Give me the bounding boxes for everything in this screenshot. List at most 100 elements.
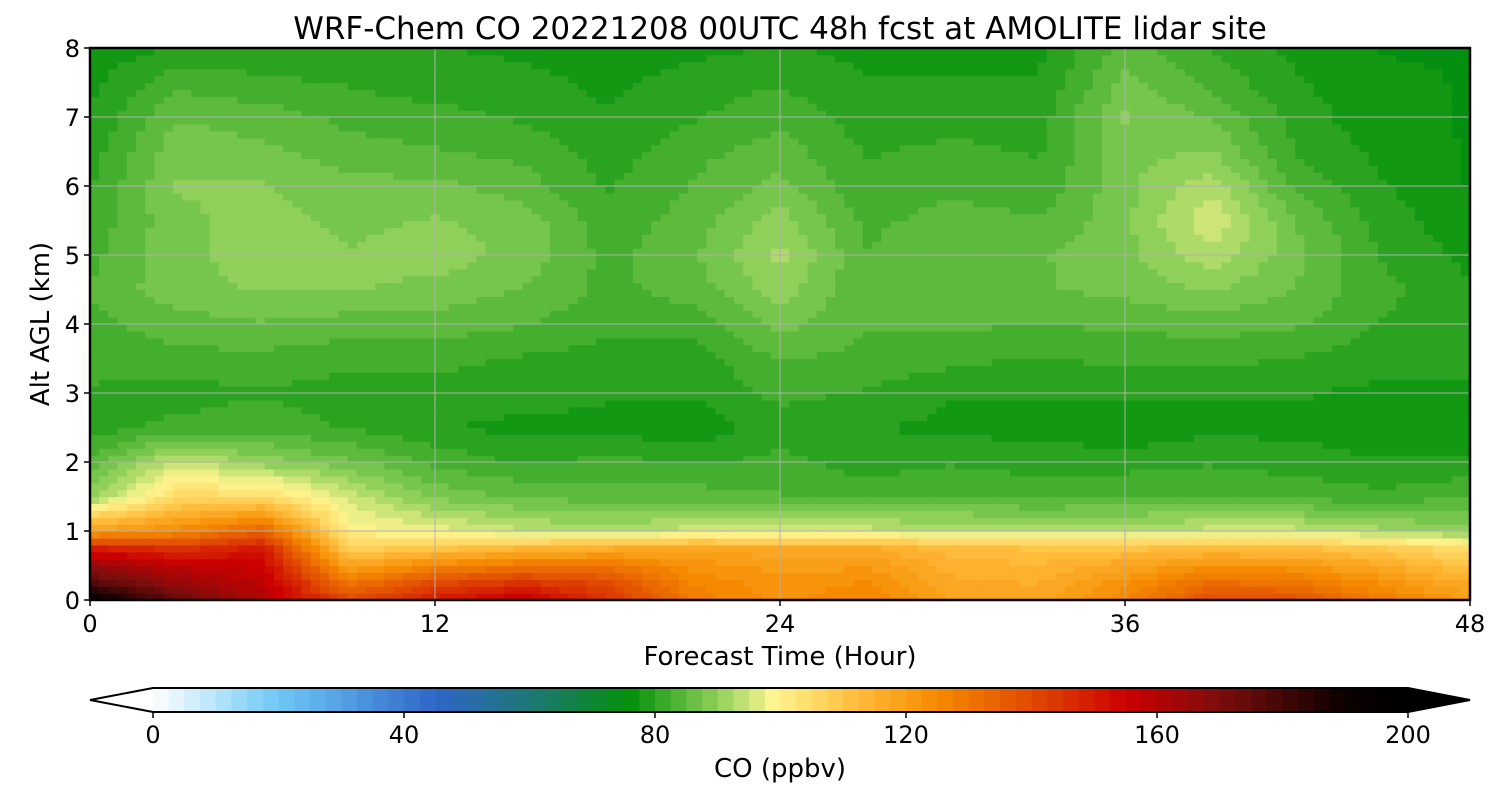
contour-cell [835,537,845,546]
contour-cell [853,558,864,567]
contour-cell [1175,455,1186,463]
contour-cell [853,372,864,380]
contour-cell [1249,427,1259,435]
contour-cell [1396,399,1407,408]
contour-cell [1442,455,1453,463]
contour-cell [1157,399,1167,408]
contour-cell [945,489,956,498]
contour-cell [274,455,284,463]
contour-cell [826,510,836,518]
contour-cell [1037,537,1048,546]
contour-cell [1350,496,1361,504]
contour-cell [1166,482,1177,491]
contour-cell [494,517,505,525]
contour-cell [982,468,993,477]
contour-cell [1433,517,1443,525]
contour-cell [1460,537,1470,546]
contour-cell [375,496,385,504]
contour-cell [1102,496,1112,504]
contour-cell [513,489,523,498]
contour-cell [807,475,818,484]
contour-cell [218,399,229,408]
contour-cell [209,579,220,587]
contour-cell [1387,406,1397,415]
contour-cell [816,544,827,553]
contour-cell [402,365,413,373]
contour-cell [310,558,321,567]
contour-cell [1028,496,1039,504]
contour-cell [218,586,229,594]
contour-cell [439,593,450,600]
contour-cell [1442,372,1453,380]
contour-cell [1083,420,1094,429]
contour-cell [660,475,671,484]
contour-cell [1405,586,1416,594]
contour-cell [494,558,505,567]
contour-cell [688,427,698,435]
contour-cell [844,531,855,539]
contour-cell [605,441,615,449]
contour-cell [1332,551,1342,560]
contour-cell [1092,468,1103,477]
contour-cell [826,503,836,511]
contour-cell [1056,537,1066,546]
contour-cell [862,593,873,600]
contour-cell [1019,544,1029,553]
contour-cell [172,441,183,449]
contour-cell [356,558,367,567]
contour-cell [642,503,652,511]
contour-cell [1129,510,1140,518]
contour-cell [1056,462,1066,470]
contour-cell [706,468,717,477]
contour-cell [1083,517,1094,525]
contour-cell [1148,468,1158,477]
contour-cell [1230,455,1241,463]
contour-cell [145,427,155,435]
contour-cell [789,475,799,484]
contour-cell [770,420,781,429]
contour-cell [1313,386,1324,394]
contour-cell [688,586,698,594]
contour-cell [844,586,855,594]
contour-cell [126,475,137,484]
contour-cell [1304,475,1315,484]
contour-cell [1102,510,1112,518]
contour-cell [678,448,689,456]
contour-cell [1414,448,1425,456]
contour-cell [899,517,910,525]
contour-cell [375,537,385,546]
contour-cell [1028,517,1039,525]
contour-cell [669,386,680,394]
contour-cell [835,531,845,539]
contour-cell [145,496,155,504]
contour-cell [320,586,330,594]
contour-cell [1129,558,1140,567]
contour-cell [301,517,312,525]
contour-cell [301,434,312,442]
contour-cell [568,503,579,511]
contour-cell [1332,468,1342,477]
contour-cell [1083,434,1094,442]
contour-cell [393,393,404,401]
contour-cell [1194,551,1204,560]
contour-cell [1433,537,1443,546]
contour-cell [1083,455,1094,463]
contour-cell [1332,558,1342,567]
contour-cell [862,393,873,401]
contour-cell [1083,468,1094,477]
contour-cell [770,489,781,498]
contour-cell [1028,399,1039,408]
contour-cell [1083,593,1094,600]
contour-cell [338,468,349,477]
contour-cell [1313,468,1324,477]
contour-cell [780,517,790,525]
contour-cell [338,510,349,518]
contour-cell [1074,565,1085,573]
contour-cell [1221,448,1232,456]
contour-cell [982,399,993,408]
contour-cell [614,510,625,518]
contour-cell [1405,593,1416,600]
contour-cell [807,496,818,504]
contour-cell [366,393,376,401]
contour-cell [1129,413,1140,422]
